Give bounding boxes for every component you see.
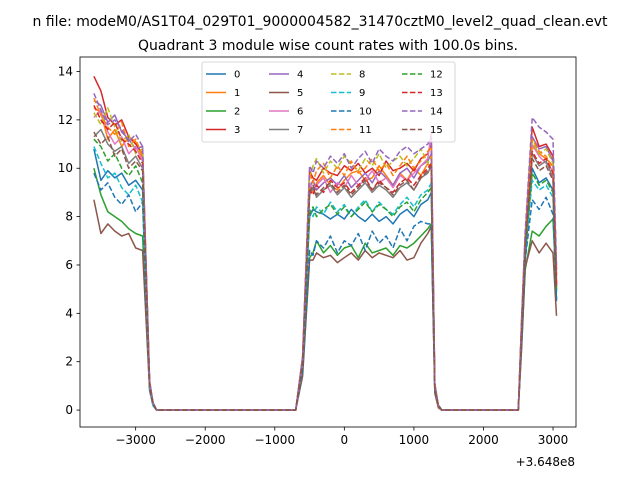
- series-line-2: [93, 168, 558, 411]
- y-tick-label: 4: [65, 306, 73, 320]
- series-line-4: [93, 99, 558, 411]
- y-tick-label: 0: [65, 403, 73, 417]
- legend-label-3: 3: [234, 125, 240, 136]
- legend-label-2: 2: [234, 107, 240, 118]
- x-offset-label: +3.648e8: [516, 455, 575, 469]
- legend-label-13: 13: [430, 88, 443, 99]
- x-tick-label: 2000: [468, 433, 499, 447]
- legend-label-12: 12: [430, 70, 443, 81]
- axes-frame: [79, 56, 577, 428]
- x-tick-label: 0: [341, 433, 349, 447]
- x-tick-label: −2000: [185, 433, 226, 447]
- series-line-11: [93, 97, 558, 411]
- y-tick-label: 8: [65, 210, 73, 224]
- series-line-6: [93, 109, 558, 411]
- series-line-9: [93, 146, 558, 411]
- x-tick-label: −3000: [115, 433, 156, 447]
- legend-frame: [201, 61, 456, 143]
- plot-area: −3000 −2000 −1000 0 1000 2000 3000 02468101214…: [58, 56, 577, 469]
- chart-title: Quadrant 3 module wise count rates with …: [138, 38, 518, 54]
- legend-label-6: 6: [297, 107, 303, 118]
- x-tick-label: 3000: [538, 433, 569, 447]
- series-line-10: [93, 172, 558, 411]
- y-tick-label: 10: [58, 161, 73, 175]
- y-tick-label: 6: [65, 258, 73, 272]
- series-line-15: [93, 131, 558, 411]
- x-axis-ticks: −3000 −2000 −1000 0 1000 2000 3000: [115, 427, 568, 447]
- legend-label-9: 9: [359, 88, 365, 99]
- legend-label-8: 8: [359, 70, 365, 81]
- suptitle: n file: modeM0/AS1T04_029T01_9000004582_…: [32, 14, 608, 30]
- x-tick-label: −1000: [254, 433, 295, 447]
- series-layer: [93, 75, 558, 411]
- y-tick-label: 14: [58, 65, 73, 79]
- legend-label-7: 7: [297, 125, 303, 136]
- y-tick-label: 2: [65, 355, 73, 369]
- y-axis-ticks: 0 2 4 6 8 10 12 14: [58, 65, 80, 417]
- y-tick-label: 12: [58, 113, 73, 127]
- legend-label-1: 1: [234, 88, 240, 99]
- legend-label-5: 5: [297, 88, 303, 99]
- legend-label-11: 11: [359, 125, 372, 136]
- legend-label-14: 14: [430, 107, 443, 118]
- legend-label-0: 0: [234, 70, 240, 81]
- x-tick-label: 1000: [399, 433, 430, 447]
- legend-label-15: 15: [430, 125, 443, 136]
- legend-label-4: 4: [297, 70, 303, 81]
- series-line-8: [93, 107, 558, 411]
- series-line-7: [93, 128, 558, 411]
- legend-label-10: 10: [359, 107, 372, 118]
- series-line-1: [93, 107, 558, 411]
- series-line-5: [93, 199, 558, 411]
